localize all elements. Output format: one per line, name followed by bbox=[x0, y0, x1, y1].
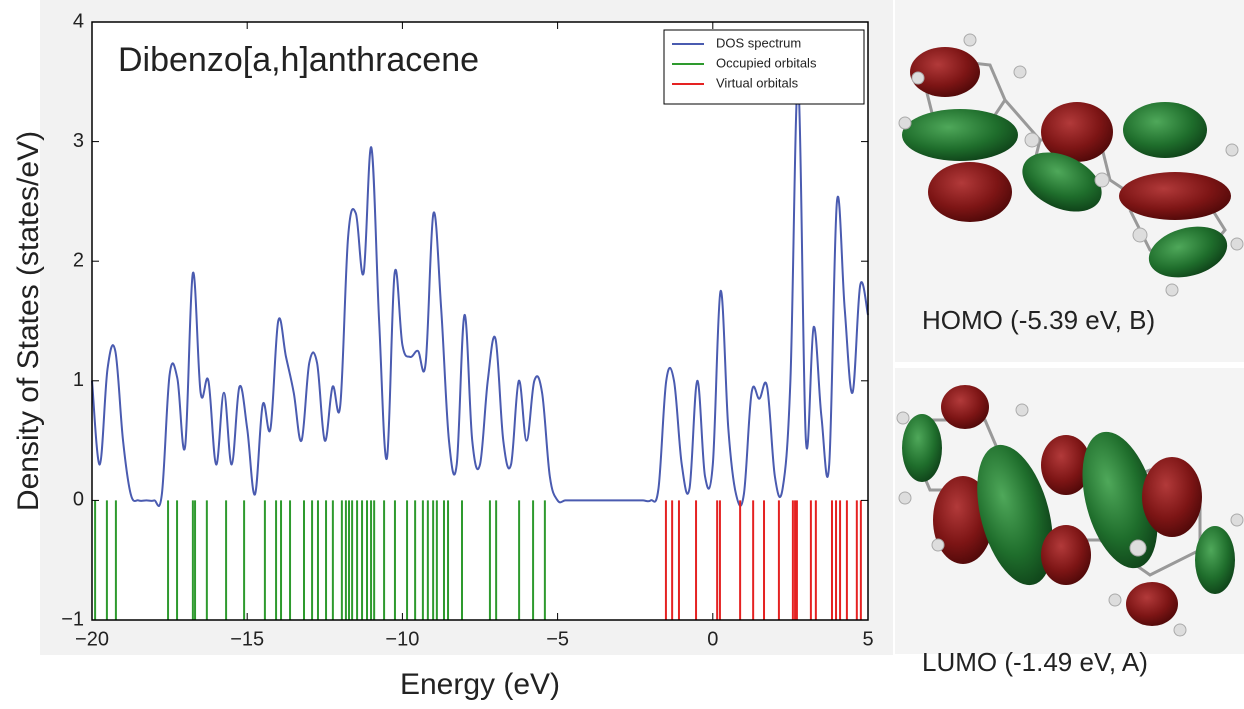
y-tick-label: −1 bbox=[61, 608, 84, 630]
page: Dibenzo[a,h]anthracene Energy (eV) Densi… bbox=[0, 0, 1244, 709]
orbital-lobe bbox=[902, 109, 1018, 161]
homo-panel: HOMO (-5.39 eV, B) bbox=[895, 0, 1244, 362]
y-tick-label: 2 bbox=[73, 249, 84, 271]
y-axis-label: Density of States (states/eV) bbox=[12, 131, 45, 511]
y-tick-label: 0 bbox=[73, 489, 84, 511]
x-tick-label: −15 bbox=[230, 628, 264, 650]
x-tick-label: −20 bbox=[75, 628, 109, 650]
orbital-lobe bbox=[1123, 102, 1207, 158]
lumo-panel: LUMO (-1.49 eV, A) bbox=[895, 368, 1244, 677]
legend-label: DOS spectrum bbox=[716, 35, 801, 50]
orbital-lobe bbox=[928, 162, 1012, 222]
orbital-lobe bbox=[941, 385, 989, 429]
chart-title: Dibenzo[a,h]anthracene bbox=[118, 41, 479, 79]
x-tick-label: 0 bbox=[707, 628, 718, 650]
orbital-lobe bbox=[1041, 525, 1091, 585]
orbital-label: LUMO (-1.49 eV, A) bbox=[922, 647, 1148, 677]
x-tick-label: −10 bbox=[385, 628, 419, 650]
orbital-lobe bbox=[1142, 457, 1202, 537]
orbital-lobe bbox=[902, 414, 942, 482]
x-tick-label: −5 bbox=[546, 628, 569, 650]
legend: DOS spectrum Occupied orbitals Virtual orb… bbox=[664, 30, 864, 104]
figure: Dibenzo[a,h]anthracene Energy (eV) Densi… bbox=[0, 0, 1244, 704]
y-tick-label: 4 bbox=[73, 10, 84, 32]
orbital-lobe bbox=[1195, 526, 1235, 594]
x-tick-label: 5 bbox=[862, 628, 873, 650]
y-tick-label: 3 bbox=[73, 130, 84, 152]
y-tick-label: 1 bbox=[73, 369, 84, 391]
legend-label: Virtual orbitals bbox=[716, 75, 799, 90]
x-axis-label: Energy (eV) bbox=[400, 668, 560, 701]
plot-area bbox=[92, 22, 868, 620]
orbital-lobe bbox=[1119, 172, 1231, 220]
legend-label: Occupied orbitals bbox=[716, 55, 817, 70]
orbital-label: HOMO (-5.39 eV, B) bbox=[922, 305, 1155, 335]
orbital-lobe bbox=[1126, 582, 1178, 626]
